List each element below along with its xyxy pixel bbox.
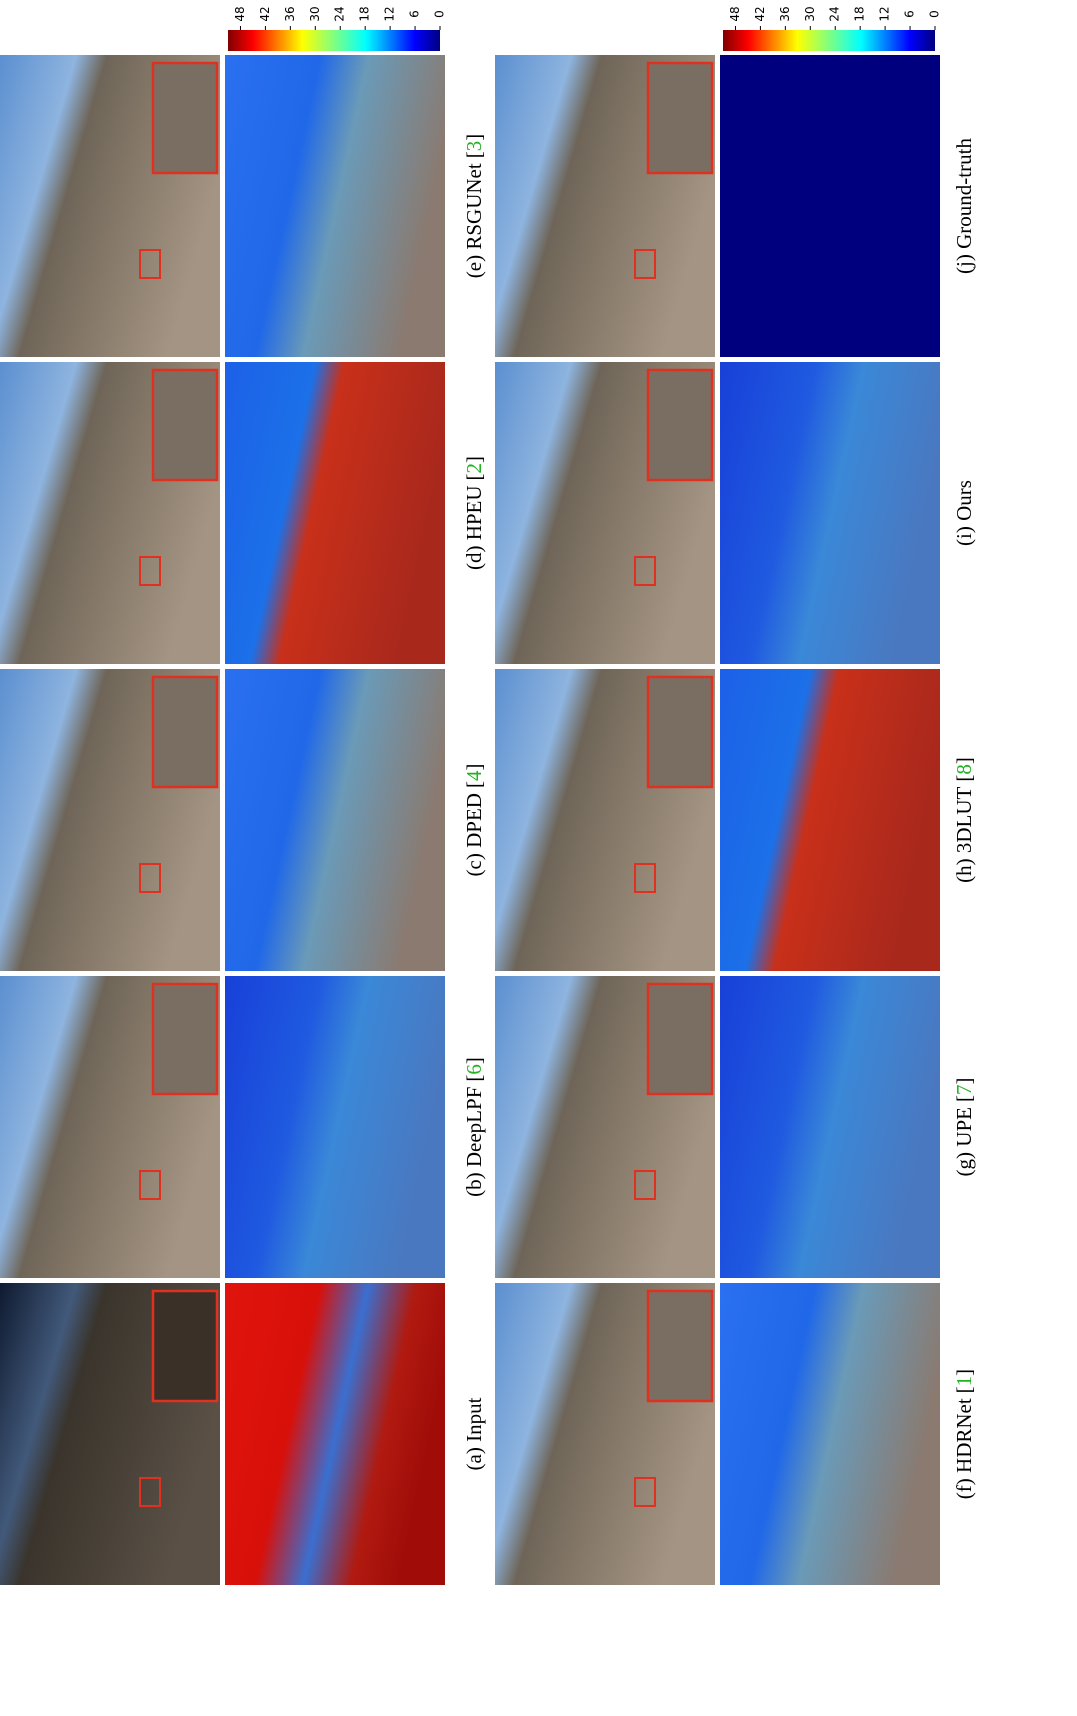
colorbar-tick-label: 48: [233, 6, 247, 21]
caption-ref: 3: [462, 141, 486, 152]
colorbar-tick-label: 18: [358, 6, 372, 21]
caption-bracket: [: [462, 151, 486, 158]
colorbar: [228, 30, 440, 51]
caption-label: (i) Ours: [952, 480, 976, 546]
zoom-inset: [648, 677, 712, 787]
colorbar-tick-label: 30: [803, 6, 817, 21]
caption: (i) Ours: [952, 480, 976, 546]
colorbar-tick-label: 24: [828, 6, 842, 21]
colorbar-tick-label: 36: [283, 6, 297, 21]
colorbar-tick-label: 30: [308, 6, 322, 21]
caption-ref: 8: [952, 764, 976, 775]
colorbar-tick-label: 0: [433, 10, 447, 18]
caption: (e) RSGUNet [3]: [462, 134, 486, 278]
caption: (g) UPE [7]: [952, 1078, 976, 1177]
colorbar-tick-label: 12: [878, 6, 892, 21]
error-map: [720, 669, 940, 971]
error-map: [720, 362, 940, 664]
colorbar-tick-label: 48: [728, 6, 742, 21]
caption-ref: 1: [952, 1376, 976, 1387]
caption-bracket: ]: [462, 764, 486, 771]
colorbar-tick-label: 12: [383, 6, 397, 21]
colorbar-tick-label: 24: [333, 6, 347, 21]
caption-label: (a) Input: [462, 1397, 486, 1470]
zoom-inset: [648, 370, 712, 480]
caption: (b) DeepLPF [6]: [462, 1057, 486, 1197]
caption-bracket: [: [952, 775, 976, 782]
colorbar-tick-label: 42: [258, 6, 272, 21]
error-map: [225, 362, 445, 664]
caption-label: (g) UPE: [952, 1107, 976, 1176]
colorbar-tick-label: 0: [928, 10, 942, 18]
zoom-inset: [153, 1291, 217, 1401]
colorbar-tick-label: 18: [853, 6, 867, 21]
caption: (f) HDRNet [1]: [952, 1369, 976, 1499]
caption-bracket: [: [952, 1386, 976, 1393]
caption: (h) 3DLUT [8]: [952, 757, 976, 883]
caption: (c) DPED [4]: [462, 764, 486, 877]
zoom-inset: [153, 984, 217, 1094]
zoom-inset: [153, 370, 217, 480]
caption-label: (f) HDRNet: [952, 1398, 976, 1499]
figure: 4842363024181260(a) Input(b) DeepLPF[6](…: [0, 0, 1077, 1711]
error-map: [720, 1283, 940, 1585]
caption-ref: 6: [462, 1064, 486, 1075]
caption-bracket: [: [462, 473, 486, 480]
colorbar: [723, 30, 935, 51]
caption-label: (b) DeepLPF: [462, 1087, 486, 1197]
caption: (j) Ground-truth: [952, 138, 976, 274]
zoom-inset: [648, 63, 712, 173]
caption-ref: 2: [462, 463, 486, 474]
colorbar-tick-label: 6: [408, 10, 422, 18]
caption: (d) HPEU [2]: [462, 456, 486, 570]
caption-bracket: [: [462, 1075, 486, 1082]
caption-bracket: ]: [462, 1057, 486, 1064]
caption-label: (h) 3DLUT: [952, 786, 976, 882]
caption-bracket: ]: [462, 456, 486, 463]
error-map: [720, 55, 940, 357]
error-map: [225, 1283, 445, 1585]
zoom-inset: [648, 984, 712, 1094]
caption-label: (c) DPED: [462, 793, 486, 876]
caption-bracket: [: [462, 781, 486, 788]
colorbar-tick-label: 42: [753, 6, 767, 21]
error-map: [225, 55, 445, 357]
error-map: [225, 976, 445, 1278]
error-map: [225, 669, 445, 971]
caption-ref: 4: [462, 770, 486, 781]
caption: (a) Input: [462, 1397, 486, 1470]
caption-label: (j) Ground-truth: [952, 138, 976, 274]
caption-ref: 7: [952, 1085, 976, 1096]
caption-bracket: ]: [952, 1078, 976, 1085]
zoom-inset: [648, 1291, 712, 1401]
caption-bracket: ]: [952, 1369, 976, 1376]
caption-bracket: ]: [952, 757, 976, 764]
zoom-inset: [153, 63, 217, 173]
zoom-inset: [153, 677, 217, 787]
colorbar-tick-label: 6: [903, 10, 917, 18]
caption-label: (e) RSGUNet: [462, 163, 486, 278]
caption-bracket: ]: [462, 134, 486, 141]
caption-bracket: [: [952, 1095, 976, 1102]
colorbar-tick-label: 36: [778, 6, 792, 21]
caption-label: (d) HPEU: [462, 485, 486, 570]
error-map: [720, 976, 940, 1278]
